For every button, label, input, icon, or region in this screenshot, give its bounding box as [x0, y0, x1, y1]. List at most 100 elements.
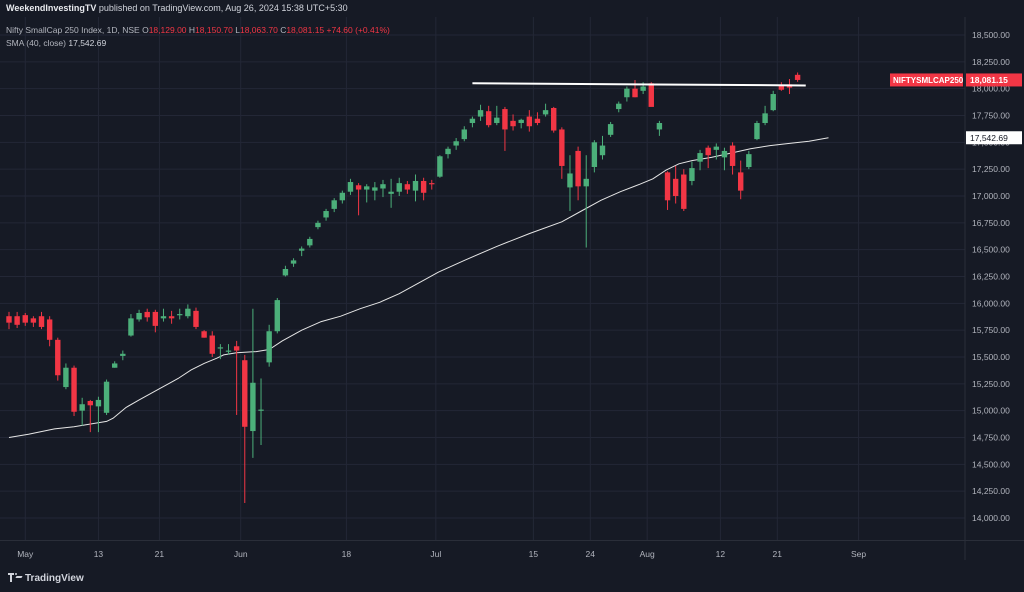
candle-body	[575, 150, 581, 187]
sma-price-label: 17,542.69	[970, 133, 1008, 143]
grid-lines	[0, 17, 1024, 560]
candle-body	[274, 300, 280, 332]
candle	[46, 316, 53, 347]
y-tick-label: 15,750.00	[972, 325, 1010, 335]
low-label: L	[235, 25, 240, 35]
candle	[502, 106, 508, 151]
candle-body	[510, 120, 516, 127]
candle	[217, 344, 224, 360]
candle-body	[193, 310, 199, 327]
candle-body	[388, 191, 394, 194]
candle	[721, 147, 728, 171]
candle-body	[380, 184, 386, 189]
candle	[624, 86, 630, 102]
candle	[152, 309, 159, 333]
price-chart[interactable]: 18,500.00 18,250.00 18,000.00 17,750.00 17,5…	[0, 0, 1024, 566]
open-value: 18,129.00	[148, 25, 187, 35]
candle-body	[616, 103, 622, 110]
last-price-box	[966, 73, 1022, 87]
y-tick-label: 16,000.00	[972, 298, 1010, 308]
candle	[372, 182, 378, 201]
candle	[681, 169, 687, 212]
candle	[364, 184, 370, 203]
candle	[71, 365, 77, 417]
high-label: H	[188, 25, 196, 35]
candle	[339, 190, 346, 204]
candle	[30, 316, 37, 327]
candle	[664, 171, 671, 210]
resistance-trendline	[472, 82, 806, 87]
candle-body	[63, 367, 69, 388]
candle-body	[681, 174, 687, 209]
candle	[209, 331, 215, 357]
candle-body	[624, 88, 630, 98]
candle	[258, 378, 264, 446]
sma-line	[8, 137, 829, 438]
candle	[526, 110, 533, 132]
candle-body	[136, 312, 142, 320]
trendline-layer	[472, 82, 806, 87]
candle	[331, 198, 337, 213]
candle	[445, 146, 451, 159]
candle	[705, 145, 711, 169]
candle	[103, 379, 110, 415]
candle	[79, 397, 85, 426]
candle	[298, 246, 305, 257]
y-tick-label: 16,750.00	[972, 218, 1010, 228]
candle	[469, 116, 476, 128]
candle-body	[233, 346, 240, 351]
candle	[713, 143, 720, 160]
y-tick-label: 17,000.00	[972, 191, 1010, 201]
candle-body	[168, 316, 175, 319]
close-value: 18,081.15	[286, 25, 325, 35]
candle	[290, 258, 297, 267]
candle-body	[250, 382, 256, 432]
candle-body	[6, 316, 12, 323]
candle-body	[656, 123, 663, 130]
candle	[233, 340, 240, 415]
candle	[95, 396, 102, 433]
candle	[185, 304, 191, 319]
candle	[770, 90, 776, 112]
candle	[347, 178, 354, 195]
y-tick-label: 16,250.00	[972, 272, 1010, 282]
candle	[388, 178, 394, 208]
candle	[111, 361, 118, 368]
candle-body	[437, 156, 443, 177]
candle-body	[290, 260, 297, 264]
candle	[607, 121, 614, 137]
y-tick-label: 14,000.00	[972, 513, 1010, 523]
axis-price-labels: NIFTYSMLCAP250 18,081.15 17,542.69	[890, 73, 1022, 145]
candle-body	[87, 401, 93, 406]
candle-body	[632, 88, 638, 98]
candle-body	[551, 107, 557, 131]
candle	[87, 399, 93, 433]
candle-body	[323, 211, 329, 218]
candle-body	[689, 168, 695, 181]
candle	[193, 307, 199, 330]
tradingview-brand: TradingView	[25, 573, 84, 584]
candle-body	[461, 129, 467, 140]
candle-body	[331, 200, 337, 209]
candle-body	[445, 148, 451, 155]
candle	[518, 118, 524, 129]
candle-body	[705, 147, 711, 156]
candle	[177, 308, 183, 320]
candle-body	[396, 183, 402, 192]
y-tick-label: 14,750.00	[972, 433, 1010, 443]
y-tick-label: 17,750.00	[972, 111, 1010, 121]
candle-body	[14, 316, 20, 325]
symbol-tag-box	[890, 73, 963, 87]
candle-body	[648, 83, 654, 107]
candle-body	[567, 173, 573, 188]
candle	[128, 314, 134, 337]
candle-body	[282, 268, 289, 276]
tradingview-logo[interactable]: TradingView	[8, 573, 84, 584]
x-tick-label: 21	[773, 549, 783, 559]
change-value: +74.60 (+0.41%)	[326, 25, 390, 35]
candle	[738, 160, 744, 200]
candle-body	[209, 335, 215, 354]
candle	[355, 183, 362, 216]
y-tick-label: 15,250.00	[972, 379, 1010, 389]
candle	[136, 309, 142, 322]
